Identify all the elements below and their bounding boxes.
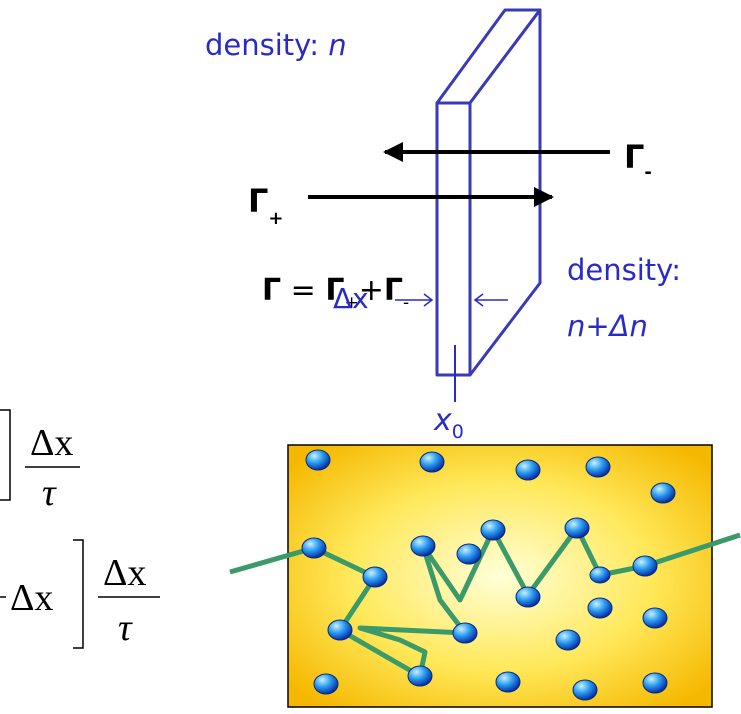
density-label: density: n xyxy=(205,28,347,62)
text-part: Γ xyxy=(384,273,403,308)
text-part: Δx xyxy=(30,422,73,464)
text-part: 0 xyxy=(452,421,464,443)
flux-minus-label: Γ- xyxy=(624,138,652,183)
position-label: x0 xyxy=(433,403,464,443)
slab xyxy=(437,10,540,375)
text-part: density: xyxy=(205,28,319,62)
text-part: Γ xyxy=(248,182,268,220)
flux-plus-label: Γ+ xyxy=(248,182,283,229)
formula-2: Δx Δx τ xyxy=(0,540,160,649)
density-value: n+Δn xyxy=(567,309,648,343)
width-label: Δx xyxy=(333,282,369,315)
density-label: density: xyxy=(567,253,681,287)
text-part: τ xyxy=(42,472,57,514)
text-part: - xyxy=(403,293,409,313)
formula-1: Δx τ xyxy=(0,410,80,514)
text-part: + xyxy=(268,208,283,229)
text-part: = xyxy=(291,273,316,308)
random-walk xyxy=(230,445,740,707)
text-part: Δx xyxy=(103,552,146,594)
text-part: - xyxy=(644,162,651,183)
text-part: n xyxy=(328,28,346,62)
text-part: x xyxy=(433,403,452,438)
text-part: Γ xyxy=(624,138,644,176)
text-part: Γ xyxy=(262,273,281,308)
diagram: density: n Γ- Γ+ Γ = Γ++Γ- Δx density: n… xyxy=(0,0,741,714)
text-part: Δx xyxy=(10,577,53,619)
text-part: τ xyxy=(118,607,133,649)
